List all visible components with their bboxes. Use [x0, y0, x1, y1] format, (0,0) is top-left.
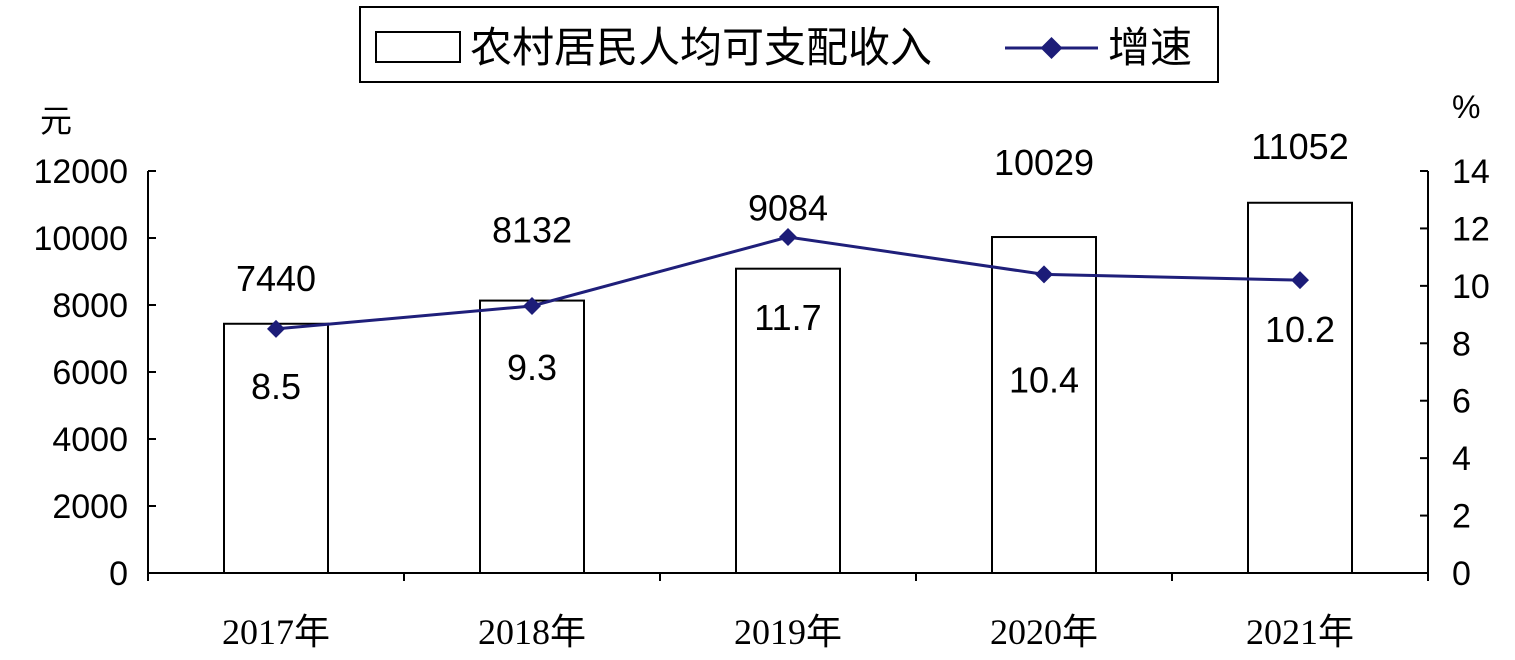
growth-point-4 [1291, 271, 1309, 290]
x-tick-label-1: 2018年 [478, 612, 586, 652]
bar-value-label-0: 7440 [236, 258, 316, 299]
growth-point-2 [779, 228, 797, 247]
growth-value-label-4: 10.2 [1265, 309, 1335, 350]
y-left-unit: 元 [40, 103, 72, 139]
y-right-tick-label-5: 10 [1452, 268, 1490, 306]
bar-value-label-4: 11052 [1251, 126, 1348, 167]
y-left-tick-label-0: 0 [109, 555, 128, 593]
y-right-tick-label-3: 6 [1452, 383, 1471, 421]
y-left-tick-label-6: 12000 [33, 153, 128, 191]
bar-0 [223, 322, 329, 575]
bar-value-label-2: 9084 [748, 188, 828, 229]
growth-point-3 [1035, 265, 1053, 284]
y-right-tick-label-4: 8 [1452, 325, 1471, 363]
growth-line [267, 228, 1309, 338]
y-left-tick-label-4: 8000 [52, 287, 128, 325]
x-tick-label-3: 2020年 [990, 612, 1098, 652]
legend-bar-swatch [375, 31, 461, 63]
legend-bar-label: 农村居民人均可支配收入 [470, 24, 932, 71]
growth-value-label-2: 11.7 [754, 297, 821, 338]
y-left-tick-label-5: 10000 [33, 220, 128, 258]
growth-point-0 [267, 319, 285, 338]
bar-1 [479, 299, 585, 574]
y-right-tick-label-2: 4 [1452, 440, 1471, 478]
y-right-unit: % [1452, 89, 1480, 125]
growth-point-1 [523, 296, 541, 315]
bar-3 [991, 236, 1097, 574]
y-right-tick-label-6: 12 [1452, 210, 1490, 248]
data-labels: 7440 8132 9084 10029 11052 8.5 9.3 11.7 10.4 10.2 [236, 126, 1349, 407]
y-left-tick-label-2: 4000 [52, 421, 128, 459]
x-tick-label-0: 2017年 [222, 612, 330, 652]
x-tick-label-4: 2021年 [1246, 612, 1354, 652]
y-right-tick-label-1: 2 [1452, 498, 1471, 536]
growth-value-label-1: 9.3 [507, 347, 557, 388]
y-left-tick-label-3: 6000 [52, 354, 128, 392]
axes: 0 2000 4000 6000 8000 10000 12000 0 2 4 6 8 10 12 14 20… [33, 153, 1489, 652]
legend: 农村居民人均可支配收入 增速 [359, 6, 1219, 83]
bar-4 [1247, 201, 1353, 574]
y-right-tick-label-7: 14 [1452, 153, 1490, 191]
bar-value-label-3: 10029 [994, 142, 1094, 183]
legend-line-label: 增速 [1108, 24, 1192, 71]
growth-value-label-0: 8.5 [251, 366, 301, 407]
legend-box [359, 6, 1219, 83]
growth-value-label-3: 10.4 [1009, 359, 1079, 400]
bar-value-label-1: 8132 [492, 210, 572, 251]
bars [223, 201, 1353, 575]
x-tick-label-2: 2019年 [734, 612, 842, 652]
legend-diamond-icon [1040, 37, 1063, 59]
y-right-tick-label-0: 0 [1452, 555, 1471, 593]
y-left-tick-label-1: 2000 [52, 488, 128, 526]
